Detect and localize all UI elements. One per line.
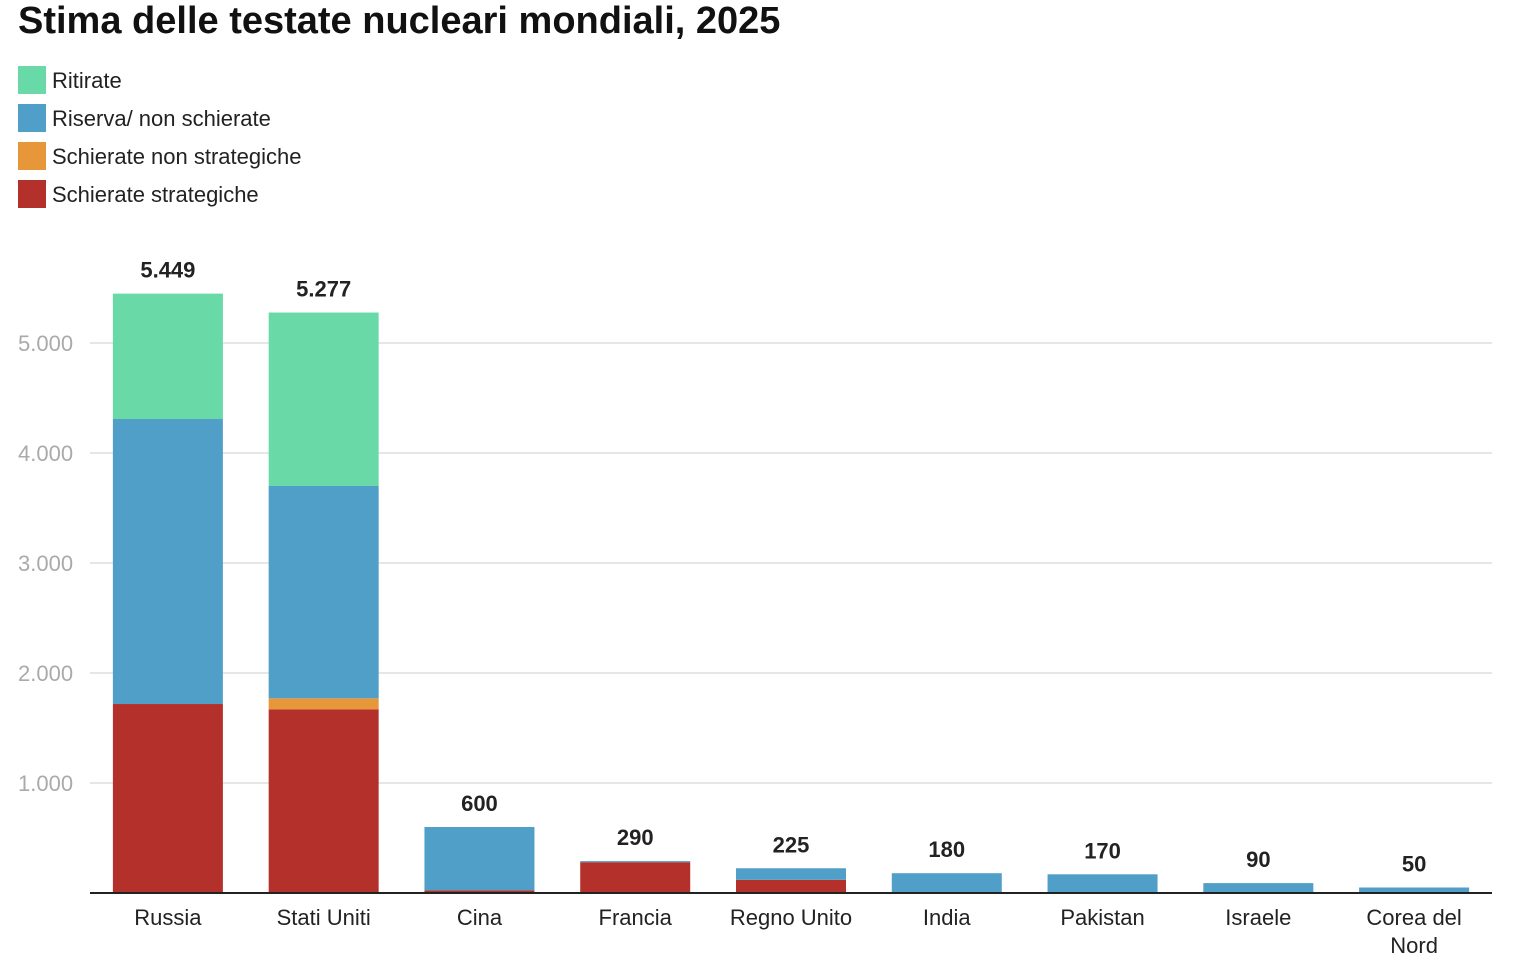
- y-tick-label: 4.000: [18, 441, 73, 466]
- total-label: 290: [617, 825, 654, 850]
- total-label: 180: [928, 837, 965, 862]
- y-tick-label: 2.000: [18, 661, 73, 686]
- bar-segment: [268, 698, 379, 710]
- bar-segment: [580, 862, 691, 893]
- total-label: 225: [773, 832, 810, 857]
- legend-label: Schierate strategiche: [52, 182, 259, 207]
- y-tick-label: 3.000: [18, 551, 73, 576]
- bar-segment: [268, 312, 379, 486]
- total-label: 170: [1084, 838, 1121, 863]
- y-tick-label: 5.000: [18, 331, 73, 356]
- bar-segment: [736, 879, 846, 893]
- x-tick-label: Corea del Nord: [1366, 905, 1461, 958]
- x-tick-line: Corea del: [1366, 905, 1461, 930]
- bar-segment: [112, 704, 223, 893]
- x-tick-label: India: [923, 905, 971, 930]
- legend-swatch: [18, 142, 46, 170]
- legend-swatch: [18, 180, 46, 208]
- legend-swatch: [18, 66, 46, 94]
- legend-label: Riserva/ non schierate: [52, 106, 271, 131]
- total-label: 600: [461, 791, 498, 816]
- x-tick-label: Pakistan: [1060, 905, 1144, 930]
- bar-segment: [1047, 874, 1158, 893]
- chart-title: Stima delle testate nucleari mondiali, 2…: [18, 0, 780, 42]
- x-tick-label: Cina: [457, 905, 503, 930]
- bar-segment: [424, 827, 535, 891]
- legend-label: Schierate non strategiche: [52, 144, 302, 169]
- bar-segment: [1359, 887, 1470, 893]
- total-label: 50: [1402, 852, 1426, 877]
- bar-segment: [580, 861, 691, 863]
- total-label: 90: [1246, 847, 1270, 872]
- x-tick-label: Russia: [134, 905, 202, 930]
- bar-segment: [268, 709, 379, 893]
- total-label: 5.449: [140, 258, 195, 283]
- legend-label: Ritirate: [52, 68, 122, 93]
- bar-segment: [424, 890, 535, 893]
- x-tick-line: Nord: [1390, 933, 1438, 958]
- bar-segment: [112, 419, 223, 705]
- bar-segment: [268, 486, 379, 699]
- bar-segment: [891, 873, 1002, 893]
- bar-segment: [736, 868, 846, 880]
- legend-swatch: [18, 104, 46, 132]
- x-tick-label: Israele: [1225, 905, 1291, 930]
- bar-segment: [112, 293, 223, 420]
- x-tick-label: Regno Unito: [730, 905, 852, 930]
- y-tick-label: 1.000: [18, 771, 73, 796]
- total-label: 5.277: [296, 277, 351, 302]
- bar-segment: [1203, 883, 1314, 893]
- x-tick-label: Stati Uniti: [277, 905, 371, 930]
- x-tick-label: Francia: [599, 905, 673, 930]
